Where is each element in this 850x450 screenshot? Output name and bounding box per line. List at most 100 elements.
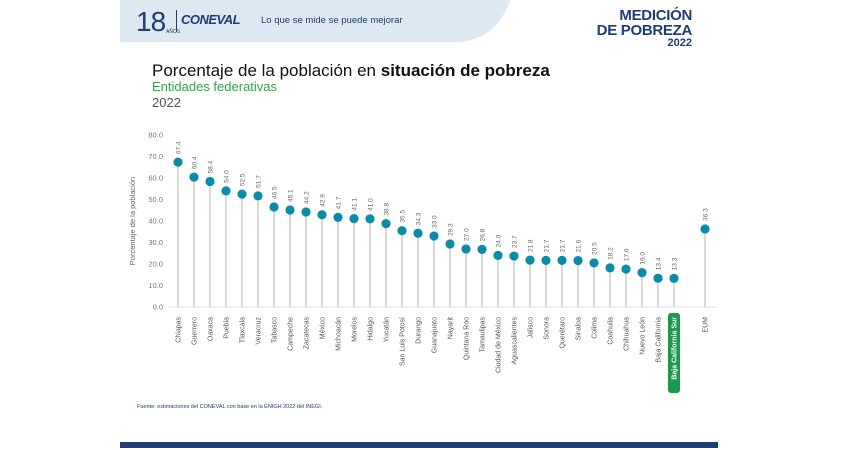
data-point [301, 207, 311, 217]
data-label: 18.2 [607, 247, 614, 260]
y-tick-label: 60.0 [148, 174, 163, 183]
data-point [237, 189, 247, 199]
x-category-label: Aguascalientes [512, 317, 519, 365]
x-category-label: San Luis Potosí [400, 317, 407, 366]
data-label: 54.0 [223, 170, 230, 183]
y-axis-label: Porcentaje de la población [128, 177, 137, 265]
data-point [637, 268, 647, 278]
data-point [461, 244, 471, 254]
x-category-label: Jalisco [528, 317, 535, 339]
x-category-label: Guerrero [192, 317, 199, 345]
data-label: 42.9 [319, 194, 326, 207]
data-point [509, 251, 519, 261]
y-tick-label: 0.0 [153, 303, 163, 312]
medicion-year: 2022 [667, 37, 692, 49]
data-label: 27.0 [463, 228, 470, 241]
chart-title-prefix: Porcentaje de la población en [152, 61, 381, 80]
data-point [413, 228, 423, 238]
x-category-label: Hidalgo [368, 317, 375, 341]
data-point [429, 231, 439, 241]
data-point [621, 264, 631, 274]
x-category-label: Veracruz [256, 317, 263, 345]
data-label: 13.3 [671, 257, 678, 270]
data-label: 60.4 [191, 156, 198, 169]
data-point [541, 255, 551, 265]
x-category-label: Sonora [544, 317, 551, 340]
data-point [445, 239, 455, 249]
data-point [557, 255, 567, 265]
data-label: 67.4 [175, 141, 182, 154]
data-label: 46.5 [271, 186, 278, 199]
data-label: 23.7 [511, 235, 518, 248]
y-tick-label: 10.0 [148, 281, 163, 290]
x-category-label: Campeche [288, 317, 295, 351]
data-label: 13.4 [655, 257, 662, 270]
footer-bar [120, 442, 718, 448]
data-point [269, 202, 279, 212]
medicion-pobreza-logo: MEDICIÓN DE POBREZA 2022 [596, 7, 693, 49]
data-label: 38.8 [383, 203, 390, 216]
y-tick-label: 20.0 [148, 260, 163, 269]
x-category-label: Coahuila [608, 317, 615, 345]
chart-year: 2022 [152, 95, 181, 110]
chart-subtitle: Entidades federativas [152, 79, 278, 94]
highlight-box [668, 313, 680, 393]
x-category-label: Durango [416, 317, 423, 344]
x-category-label: EUM [703, 317, 710, 333]
data-label: 36.3 [702, 208, 709, 221]
data-point [525, 255, 535, 265]
data-label: 41.0 [367, 198, 374, 211]
x-category-label: Chihuahua [624, 317, 631, 351]
data-label: 51.7 [255, 175, 262, 188]
data-point [493, 250, 503, 260]
data-label: 41.1 [351, 198, 358, 211]
y-tick-label: 40.0 [148, 217, 163, 226]
x-category-label: Baja California [656, 317, 663, 363]
data-label: 21.7 [559, 239, 566, 252]
x-category-label: Zacatecas [304, 317, 311, 350]
x-category-label: Nayarit [448, 317, 455, 339]
data-point [700, 224, 710, 234]
data-label: 20.5 [591, 242, 598, 255]
coneval-18-years-logo: 18 [136, 6, 166, 37]
data-point [333, 212, 343, 222]
data-label: 16.0 [639, 252, 646, 265]
x-category-label: Yucatán [384, 317, 391, 342]
source-note: Fuente: estimaciones del CONEVAL con bas… [137, 404, 323, 410]
data-point [253, 191, 263, 201]
data-point [397, 226, 407, 236]
data-point [189, 172, 199, 182]
x-category-label: Tlaxcala [240, 317, 247, 343]
data-point [317, 210, 327, 220]
x-category-label: Colima [592, 317, 599, 339]
x-category-label: Oaxaca [208, 317, 215, 341]
data-label: 24.0 [495, 234, 502, 247]
x-category-label: Tabasco [272, 317, 279, 343]
x-category-label: Puebla [224, 317, 231, 339]
data-label: 26.8 [479, 228, 486, 241]
data-label: 21.6 [575, 240, 582, 253]
data-label: 21.8 [527, 239, 534, 252]
logo-years-label: AÑOS [166, 29, 181, 35]
data-point [589, 258, 599, 268]
data-label: 21.7 [543, 239, 550, 252]
medicion-line2: DE POBREZA [596, 22, 693, 39]
data-label: 58.4 [207, 160, 214, 173]
medicion-line1: MEDICIÓN [619, 7, 692, 24]
chart-title: Porcentaje de la población en situación … [152, 61, 550, 81]
data-label: 35.5 [399, 210, 406, 223]
x-category-label: Sinaloa [576, 317, 583, 340]
data-point [221, 186, 231, 196]
x-category-label: Morelos [352, 317, 359, 342]
data-point [669, 273, 679, 284]
data-point [349, 214, 359, 224]
data-label: 52.5 [239, 173, 246, 186]
data-point [205, 176, 215, 187]
data-point [173, 157, 183, 167]
x-category-label: Tamaulipas [480, 317, 487, 353]
data-label: 34.3 [415, 212, 422, 225]
chart-title-bold: situación de pobreza [380, 61, 550, 80]
data-label: 41.7 [335, 196, 342, 209]
data-label: 44.2 [303, 191, 310, 204]
data-label: 17.6 [623, 248, 630, 261]
